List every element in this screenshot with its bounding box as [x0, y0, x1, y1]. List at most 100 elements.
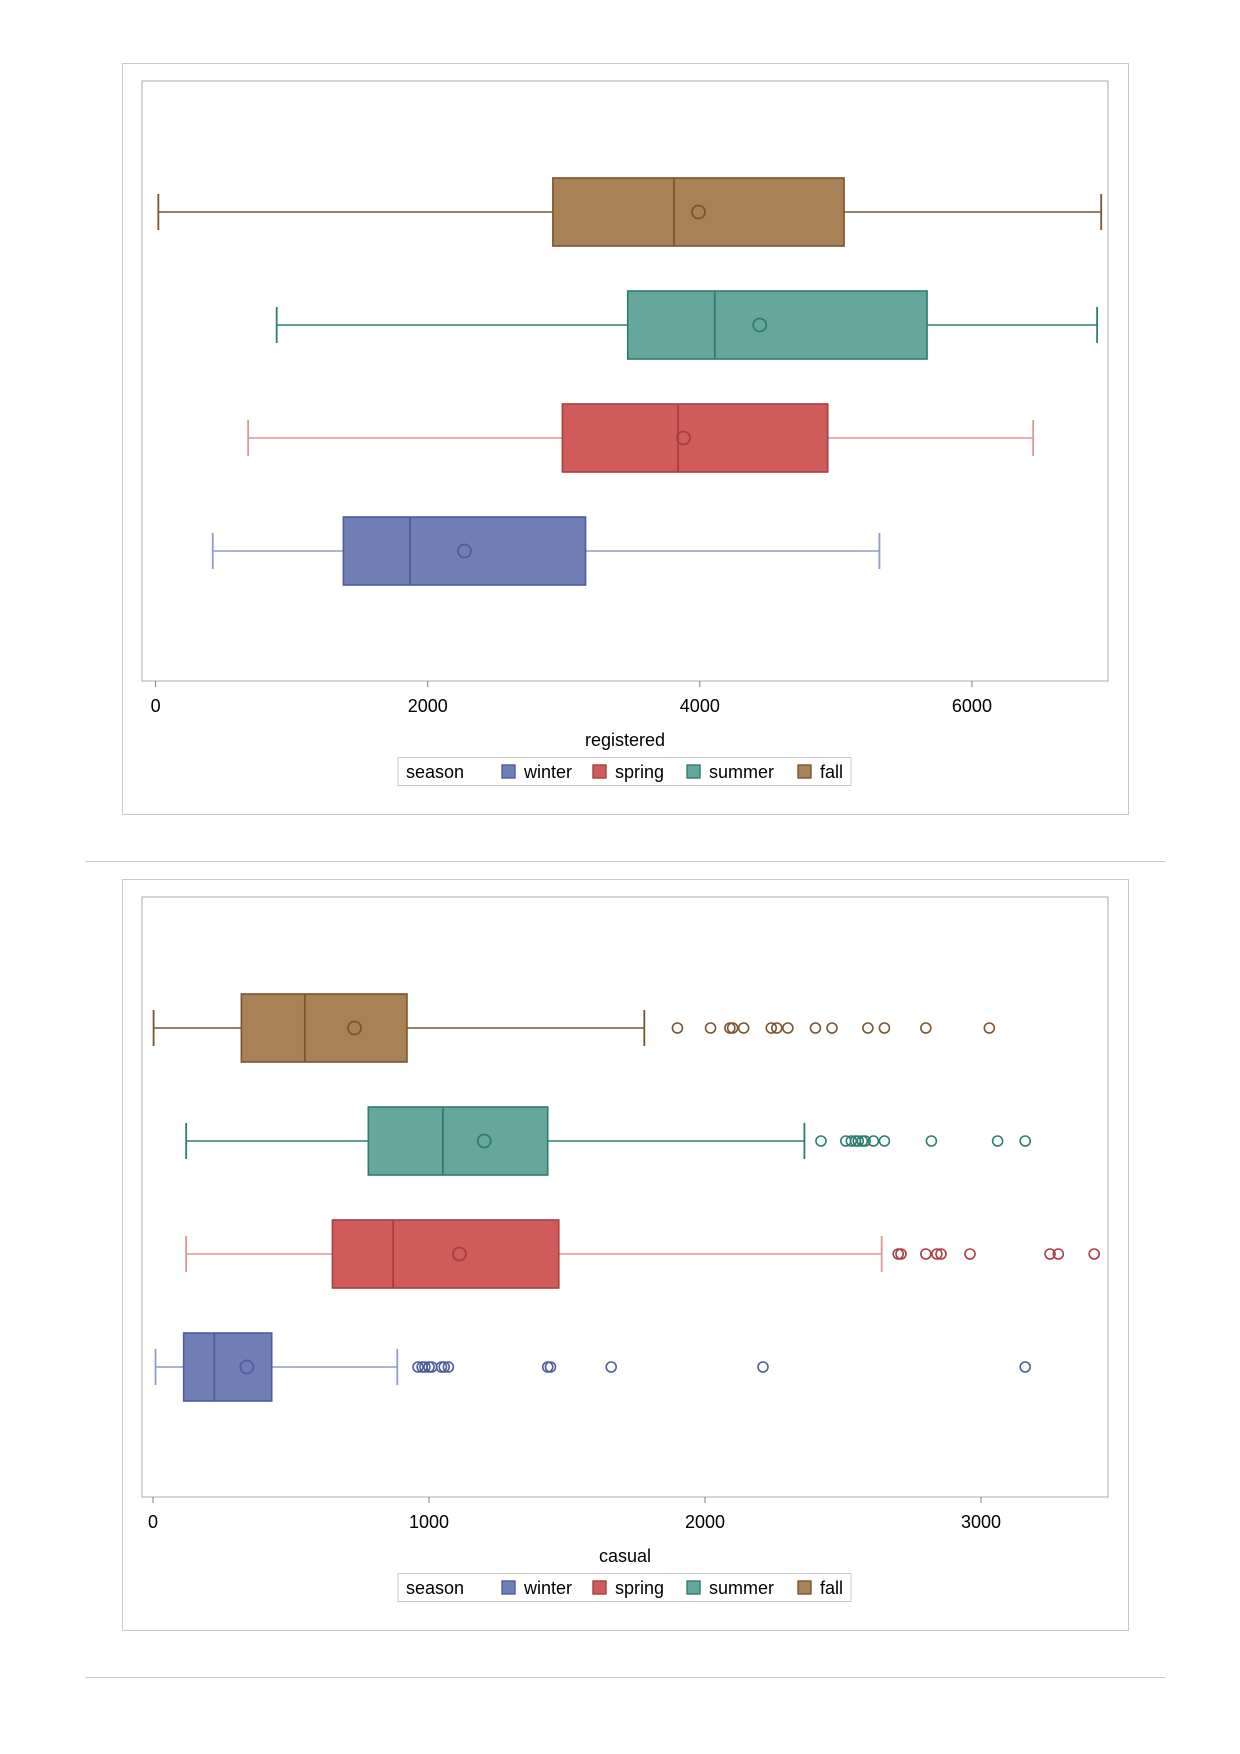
x-axis-label: casual [599, 1546, 651, 1566]
legend-swatch-summer [686, 764, 701, 779]
outlier-point [931, 1248, 943, 1260]
x-tick-label: 1000 [409, 1512, 449, 1532]
outlier-point [925, 1135, 938, 1147]
x-tick-label: 6000 [952, 696, 992, 716]
chart-panel-registered: 0 2000 4000 6000 registered season winter sprin… [122, 63, 1129, 815]
outlier-point [1088, 1248, 1101, 1260]
mean-marker-spring [676, 430, 691, 446]
outlier-point [895, 1248, 907, 1260]
legend-swatch-fall [797, 1580, 812, 1595]
iqr-box-fall [552, 177, 845, 247]
outlier-point [770, 1022, 783, 1034]
outlier-point [809, 1022, 822, 1034]
outlier-point [1052, 1248, 1065, 1260]
x-tick-label: 0 [148, 1512, 158, 1532]
plot-area [141, 80, 1109, 682]
x-axis-label: registered [585, 730, 665, 750]
outlier-point [757, 1361, 769, 1373]
outlier-point [815, 1135, 827, 1147]
outlier-point [845, 1135, 858, 1147]
legend-box [397, 757, 852, 786]
outlier-point [605, 1361, 618, 1373]
legend-swatch-spring [592, 764, 607, 779]
outlier-point [991, 1135, 1004, 1147]
box-spring [185, 1219, 1101, 1289]
outlier-point [1019, 1135, 1032, 1147]
outlier-point [442, 1361, 455, 1373]
outlier-point [826, 1022, 838, 1034]
x-tick-label: 0 [151, 696, 161, 716]
legend-box [397, 1573, 852, 1602]
outlier-point [737, 1022, 750, 1034]
box-winter [211, 516, 881, 586]
mean-marker-fall [347, 1020, 362, 1036]
iqr-box-summer [367, 1106, 549, 1176]
outlier-point [935, 1248, 947, 1260]
legend-title: season [406, 762, 464, 782]
legend-label-spring: spring [615, 1578, 664, 1598]
legend-swatch-winter [501, 764, 516, 779]
x-tick-label: 3000 [961, 1512, 1001, 1532]
plot-area [141, 896, 1109, 1498]
box-summer [185, 1106, 1032, 1176]
outlier-point [544, 1361, 557, 1373]
outlier-point [859, 1135, 871, 1147]
x-tick-label: 2000 [408, 696, 448, 716]
mean-marker-winter [457, 543, 472, 559]
mean-marker-summer [752, 317, 768, 333]
outlier-point [983, 1022, 996, 1034]
legend-swatch-summer [686, 1580, 701, 1595]
iqr-box-fall [240, 993, 408, 1063]
iqr-box-spring [561, 403, 829, 473]
iqr-box-spring [331, 1219, 560, 1289]
iqr-box-winter [342, 516, 587, 586]
outlier-point [852, 1135, 865, 1147]
page-divider [86, 861, 1165, 862]
outlier-point [862, 1022, 874, 1034]
box-spring [247, 403, 1035, 473]
legend-label-fall: fall [820, 762, 843, 782]
outlier-point [412, 1361, 424, 1373]
legend-label-summer: summer [709, 762, 774, 782]
outlier-point [438, 1361, 451, 1373]
mean-marker-spring [451, 1246, 467, 1262]
legend-swatch-spring [592, 1580, 607, 1595]
chart-panel-casual: 0 1000 2000 3000 casual season winter spring sum… [122, 879, 1129, 1631]
casual-box-plot: 0 1000 2000 3000 casual season winter spring sum… [141, 896, 1109, 1602]
legend-swatch-fall [797, 764, 812, 779]
legend-label-winter: winter [523, 762, 572, 782]
outlier-point [782, 1022, 794, 1034]
registered-box-plot: 0 2000 4000 6000 registered season winter sprin… [141, 80, 1109, 786]
outlier-point [964, 1248, 976, 1260]
legend-label-fall: fall [820, 1578, 843, 1598]
x-tick-label: 4000 [680, 696, 720, 716]
outlier-point [878, 1135, 891, 1147]
outlier-point [1019, 1361, 1032, 1373]
box-summer [275, 290, 1099, 360]
iqr-box-summer [626, 290, 928, 360]
outlier-point [878, 1022, 891, 1034]
x-tick-label: 2000 [685, 1512, 725, 1532]
outlier-point [726, 1022, 739, 1034]
mean-marker-winter [239, 1359, 255, 1375]
page-divider [86, 1677, 1165, 1678]
outlier-point [1044, 1248, 1056, 1260]
box-fall [157, 177, 1103, 247]
outlier-point [920, 1248, 932, 1260]
legend-swatch-winter [501, 1580, 516, 1595]
outlier-point [671, 1022, 684, 1034]
box-fall [152, 993, 996, 1063]
legend-title: season [406, 1578, 464, 1598]
outlier-point [867, 1135, 880, 1147]
outlier-point [419, 1361, 431, 1373]
legend: season winter spring summer fall [397, 757, 852, 786]
iqr-box-winter [182, 1332, 273, 1402]
outlier-point [704, 1022, 717, 1034]
mean-marker-fall [691, 204, 706, 220]
legend-label-summer: summer [709, 1578, 774, 1598]
mean-marker-summer [476, 1133, 492, 1149]
box-winter [154, 1332, 1032, 1402]
legend: season winter spring summer fall [397, 1573, 852, 1602]
outlier-point [920, 1022, 932, 1034]
legend-label-winter: winter [523, 1578, 572, 1598]
